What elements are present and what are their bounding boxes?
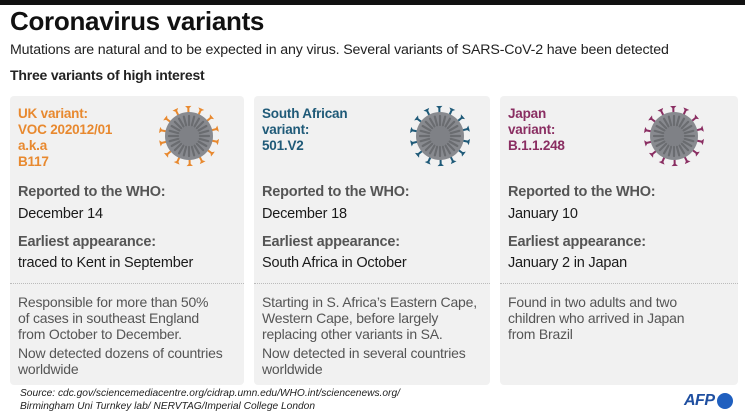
desc-line: from October to December. — [18, 326, 182, 342]
desc-line: worldwide — [18, 361, 79, 377]
variant-name-line: a.k.a — [18, 138, 48, 153]
spread-note: Now detected dozens of countries worldwi… — [18, 345, 238, 377]
afp-logo-dot-icon — [716, 393, 733, 409]
page-title: Coronavirus variants — [10, 6, 265, 36]
earliest-label: Earliest appearance: — [18, 234, 156, 250]
earliest-label: Earliest appearance: — [508, 234, 646, 250]
desc-line: Now detected in several countries — [262, 345, 466, 361]
variant-name-line: B.1.1.248 — [508, 138, 565, 153]
desc-line: of cases in southeast England — [18, 310, 199, 326]
reported-label: Reported to the WHO: — [262, 184, 410, 200]
source-line: Birmingham Uni Turnkey lab/ NERVTAG/Impe… — [20, 400, 315, 412]
divider — [254, 283, 490, 284]
section-heading: Three variants of high interest — [10, 67, 205, 83]
earliest-value: traced to Kent in September — [18, 255, 194, 271]
reported-value: January 10 — [508, 206, 578, 222]
earliest-label: Earliest appearance: — [262, 234, 400, 250]
variant-name-line: Japan — [508, 106, 547, 121]
variant-name-line: variant: — [508, 122, 556, 137]
description: Responsible for more than 50% of cases i… — [18, 294, 238, 342]
spread-note: Now detected in several countries worldw… — [262, 345, 484, 377]
reported-label: Reported to the WHO: — [18, 184, 166, 200]
variant-name: UK variant: VOC 202012/01 a.k.a B117 — [18, 106, 112, 170]
source-credit: Source: cdc.gov/sciencemediacentre.org/c… — [20, 388, 400, 413]
divider — [500, 283, 738, 284]
desc-line: from Brazil — [508, 326, 573, 342]
reported-value: December 18 — [262, 206, 347, 222]
desc-line: replacing other variants in SA. — [262, 326, 443, 342]
variant-card-south-africa: South African variant: 501.V2 Reported t… — [254, 96, 490, 385]
desc-line: children who arrived in Japan — [508, 310, 685, 326]
earliest-value: South Africa in October — [262, 255, 407, 271]
variant-name-line: B117 — [18, 154, 49, 169]
reported-label: Reported to the WHO: — [508, 184, 656, 200]
desc-line: Found in two adults and two — [508, 294, 677, 310]
variant-name: South African variant: 501.V2 — [262, 106, 348, 154]
coronavirus-icon — [643, 105, 705, 167]
variant-card-uk: UK variant: VOC 202012/01 a.k.a B117 Rep… — [10, 96, 244, 385]
source-line: Source: cdc.gov/sciencemediacentre.org/c… — [20, 388, 400, 399]
desc-line: Starting in S. Africa’s Eastern Cape, — [262, 294, 477, 310]
afp-logo-text: AFP — [684, 392, 715, 409]
desc-line: Responsible for more than 50% — [18, 294, 209, 310]
earliest-value: January 2 in Japan — [508, 255, 627, 271]
divider — [10, 283, 244, 284]
top-rule — [0, 0, 745, 5]
variant-name-line: VOC 202012/01 — [18, 122, 113, 137]
desc-line: worldwide — [262, 361, 323, 377]
description: Found in two adults and two children who… — [508, 294, 732, 342]
desc-line: Now detected dozens of countries — [18, 345, 223, 361]
coronavirus-icon — [409, 105, 471, 167]
desc-line: Western Cape, before largely — [262, 310, 439, 326]
variant-name-line: variant: — [262, 122, 310, 137]
coronavirus-icon — [158, 105, 220, 167]
reported-value: December 14 — [18, 206, 103, 222]
variant-name-line: UK variant: — [18, 106, 88, 121]
description: Starting in S. Africa’s Eastern Cape, We… — [262, 294, 484, 342]
subtitle: Mutations are natural and to be expected… — [10, 42, 669, 58]
variant-name-line: 501.V2 — [262, 138, 304, 153]
afp-logo: AFP — [684, 392, 733, 410]
variant-card-japan: Japan variant: B.1.1.248 Reported to the… — [500, 96, 738, 385]
variant-name: Japan variant: B.1.1.248 — [508, 106, 565, 154]
variant-name-line: South African — [262, 106, 348, 121]
